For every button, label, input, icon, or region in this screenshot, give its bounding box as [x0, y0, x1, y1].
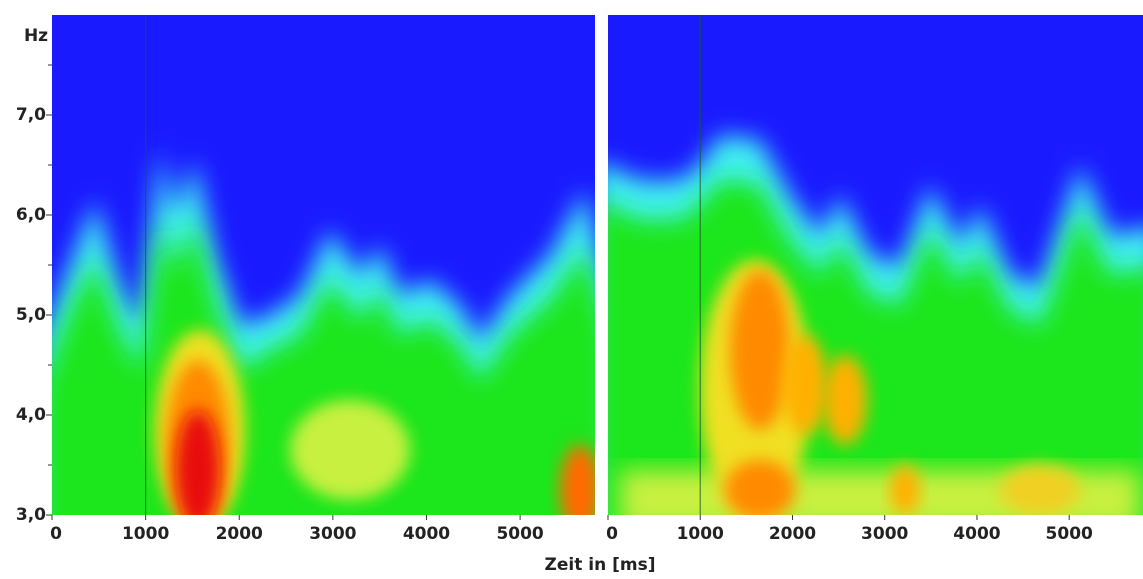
x-tick-label: 4000	[953, 524, 1000, 544]
x-tick-label: 1000	[677, 524, 724, 544]
x-tick-label: 0	[50, 524, 62, 544]
x-axis-label: Zeit in [ms]	[545, 555, 656, 575]
x-tick-label: 0	[606, 524, 618, 544]
x-tick-label: 3000	[861, 524, 908, 544]
x-tick-label: 2000	[216, 524, 263, 544]
x-tick-label: 5000	[496, 524, 543, 544]
heatmap-left	[52, 15, 595, 515]
heatmap-right	[608, 15, 1143, 515]
y-tick-label: 7,0	[16, 105, 46, 125]
x-tick-label: 3000	[309, 524, 356, 544]
y-axis-label: Hz	[24, 26, 48, 46]
y-tick-label: 6,0	[16, 205, 46, 225]
x-tick-label: 2000	[769, 524, 816, 544]
y-tick-label: 3,0	[16, 505, 46, 525]
y-tick-label: 4,0	[16, 405, 46, 425]
y-tick-label: 5,0	[16, 305, 46, 325]
x-tick-label: 1000	[122, 524, 169, 544]
x-tick-label: 4000	[403, 524, 450, 544]
x-tick-label: 5000	[1046, 524, 1093, 544]
